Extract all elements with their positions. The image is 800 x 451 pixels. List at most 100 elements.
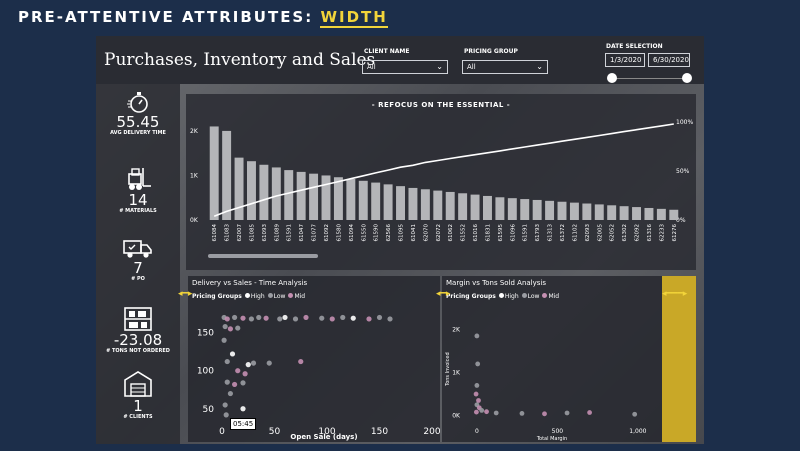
kpi-value: 7 — [133, 259, 143, 277]
scatter-point — [224, 316, 230, 322]
x-tick-label: 61062 — [448, 224, 454, 242]
x-tick-label: 61552 — [461, 224, 467, 242]
pareto-bar — [234, 157, 244, 220]
x-axis-title: Total Margin — [536, 436, 567, 442]
x-tick-label: 150 — [371, 427, 388, 437]
kpi-label: AVG DELIVERY TIME — [110, 130, 166, 136]
pareto-bar — [619, 206, 629, 220]
date-slider-end-handle[interactable] — [682, 73, 692, 83]
y-tick-label: 1K — [190, 172, 199, 179]
pareto-bar — [594, 204, 604, 220]
chevron-down-icon: ⌄ — [536, 62, 543, 71]
pareto-bar — [333, 177, 343, 220]
pareto-bar — [209, 126, 219, 220]
margin-vs-tons-chart: 2K 1K 0K 0 500 1,000 Total Margin Tons Invoiced — [445, 327, 647, 442]
x-tick-label: 61095 — [399, 224, 405, 242]
slide-title-highlight: WIDTH — [320, 8, 388, 28]
legend-high-label[interactable]: High — [250, 293, 265, 300]
client-name-dropdown[interactable]: All ⌄ — [362, 60, 448, 74]
scatter-point — [564, 410, 570, 416]
pareto-chart: 2K 1K 0K 100% 50% 0% 61084 61083 62007 61085 61093… — [190, 119, 693, 258]
x-tick-label: 61089 — [274, 224, 280, 242]
legend-mid-swatch — [288, 293, 294, 298]
scatter-point — [282, 314, 288, 321]
pareto-bar — [557, 201, 567, 220]
scatter-point — [224, 379, 230, 385]
pareto-chart-title: - REFOCUS ON THE ESSENTIAL - — [371, 101, 511, 109]
scatter-point — [366, 316, 372, 322]
width-highlight-band — [662, 276, 696, 442]
slide-title-prefix: PRE-ATTENTIVE ATTRIBUTES: — [18, 8, 321, 26]
pareto-bar — [296, 171, 306, 220]
kpi-materials: 14 # MATERIALS — [96, 166, 180, 214]
x-tick-label: 62566 — [386, 224, 392, 242]
pricing-group-label: PRICING GROUP — [464, 48, 518, 55]
pareto-bar — [545, 200, 555, 220]
x-tick-label: 61093 — [262, 224, 268, 242]
pricing-group-dropdown[interactable]: All ⌄ — [462, 60, 548, 74]
pareto-bar — [309, 173, 319, 220]
pareto-bar — [569, 202, 579, 220]
x-tick-label: 0 — [475, 428, 479, 435]
scatter-point — [473, 409, 479, 415]
scatter-point — [232, 314, 238, 321]
scatter-point — [350, 315, 356, 321]
start-date-input[interactable]: 1/3/2020 — [605, 53, 645, 67]
legend-title: Pricing Groups — [446, 293, 496, 300]
scatter-point — [319, 315, 325, 321]
x-tick-label: 200 — [423, 427, 440, 437]
scatter-point — [240, 315, 246, 321]
stopwatch-icon — [127, 92, 148, 113]
scatter-point — [263, 315, 269, 321]
scatter-point — [329, 316, 335, 322]
x-tick-label: 61550 — [361, 224, 367, 242]
report-canvas: Purchases, Inventory and Sales CLIENT NA… — [96, 36, 704, 444]
scatter-point — [248, 316, 254, 322]
scatter-point — [475, 361, 481, 367]
pareto-bar — [632, 207, 641, 220]
legend-mid-label[interactable]: Mid — [548, 293, 560, 300]
x-tick-label: 62052 — [610, 224, 616, 242]
date-slider-start-handle[interactable] — [607, 73, 617, 83]
x-tick-label: 1,000 — [629, 428, 646, 435]
legend-mid-label[interactable]: Mid — [294, 293, 306, 300]
pareto-bar — [284, 170, 294, 220]
x-tick-label: 50 — [269, 427, 281, 437]
kpi-avg-delivery-time: 55.45 AVG DELIVERY TIME — [96, 90, 180, 136]
pareto-bar — [408, 187, 418, 220]
pareto-bar — [607, 205, 617, 220]
scatter-point — [632, 411, 638, 417]
horizontal-scrollbar — [208, 254, 318, 258]
video-timestamp: 05:45 — [230, 418, 257, 430]
client-name-label: CLIENT NAME — [364, 48, 410, 55]
end-date-input[interactable]: 6/30/2020 — [648, 53, 690, 67]
scatter-point — [376, 314, 383, 321]
legend-low-label[interactable]: Low — [273, 293, 286, 300]
x-tick-label: 61085 — [249, 224, 255, 242]
x-tick-label: 62072 — [436, 224, 442, 242]
scatter-point — [256, 314, 262, 321]
scatter-point — [479, 407, 485, 413]
date-slider-track[interactable] — [610, 78, 688, 79]
pareto-bar — [656, 208, 666, 220]
scatter-point — [229, 351, 236, 357]
pareto-bar — [271, 167, 281, 220]
pareto-bar — [247, 161, 256, 220]
scatter-point — [587, 410, 592, 415]
x-tick-label: 61016 — [473, 224, 479, 242]
scatter-point — [340, 314, 346, 321]
legend-low-swatch — [267, 293, 273, 298]
x-tick-label: 61590 — [374, 224, 380, 242]
report-title: Purchases, Inventory and Sales — [104, 50, 376, 70]
legend-high-label[interactable]: High — [504, 293, 519, 300]
scatter-point — [227, 326, 233, 332]
scatter-point — [473, 391, 479, 397]
scatter-point — [493, 410, 499, 416]
x-tick-label: 62007 — [237, 224, 243, 242]
kpi-value: 1 — [133, 397, 143, 415]
y-axis-title: Tons Invoiced — [445, 352, 451, 387]
pricing-group-value: All — [467, 63, 476, 71]
pareto-bar — [371, 182, 381, 220]
legend-low-label[interactable]: Low — [527, 293, 540, 300]
x-tick-label: 61302 — [622, 224, 628, 242]
